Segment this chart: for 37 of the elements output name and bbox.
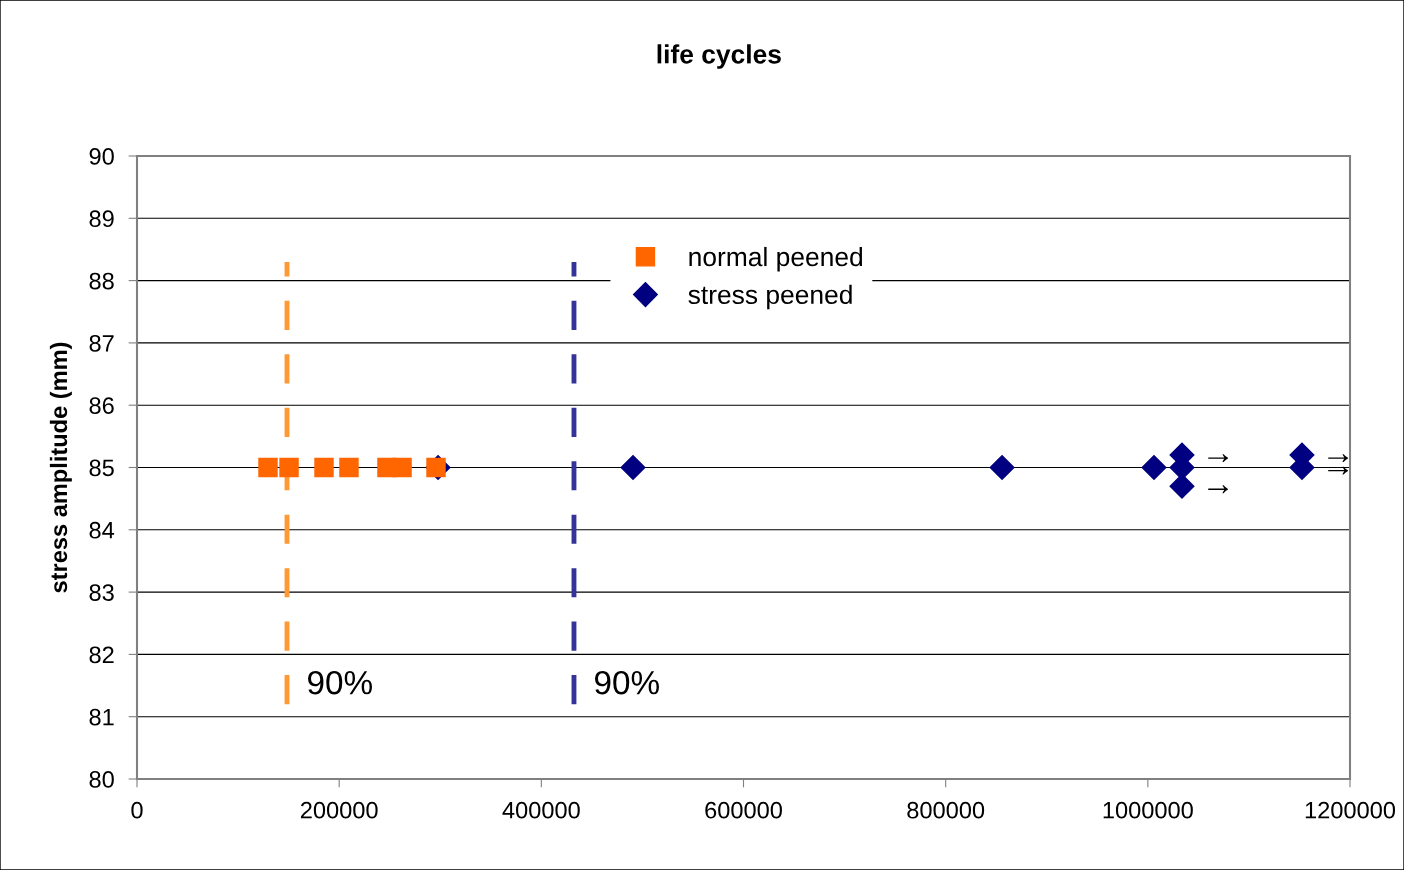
y-tick-label: 87: [89, 334, 114, 352]
y-tick-label: 86: [89, 397, 114, 414]
point: [1169, 473, 1195, 499]
annotation: 90%: [594, 670, 659, 695]
y-tick-label: 80: [89, 771, 114, 788]
x-tick-label: 1200000: [1305, 801, 1396, 819]
annotation: →: [1208, 454, 1228, 463]
y-tick-label: 89: [89, 210, 114, 228]
y-tick-label: 88: [89, 272, 114, 290]
point: [339, 457, 359, 478]
x-tick-label: 600000: [705, 801, 782, 819]
x-tick-label: 0: [131, 801, 143, 819]
annotation: 90%: [308, 670, 372, 695]
annotation: →: [1328, 466, 1348, 475]
point: [314, 457, 334, 478]
x-tick-label: 400000: [502, 801, 580, 819]
annotation: →: [1328, 454, 1348, 463]
y-axis-title: stress amplitude (mm): [49, 342, 72, 593]
y-tick-label: 82: [89, 646, 114, 664]
point: [279, 457, 299, 478]
y-tick-label: 81: [89, 708, 114, 726]
y-tick-label: 84: [89, 521, 115, 539]
chart-title: life cycles: [657, 44, 781, 69]
y-tick-label: 90: [89, 148, 114, 165]
y-tick-label: 83: [89, 584, 114, 601]
point: [258, 457, 278, 478]
point: [1141, 455, 1167, 480]
point: [620, 455, 646, 480]
x-tick-label: 800000: [907, 801, 985, 819]
legend-label: stress peened: [688, 284, 852, 310]
x-tick-label: 1000000: [1103, 801, 1193, 819]
point: [392, 457, 412, 478]
y-tick-label: 85: [89, 459, 114, 477]
point: [989, 455, 1015, 480]
x-tick-label: 200000: [300, 801, 378, 819]
legend-label: normal peened: [689, 246, 863, 272]
annotation: →: [1208, 485, 1228, 494]
